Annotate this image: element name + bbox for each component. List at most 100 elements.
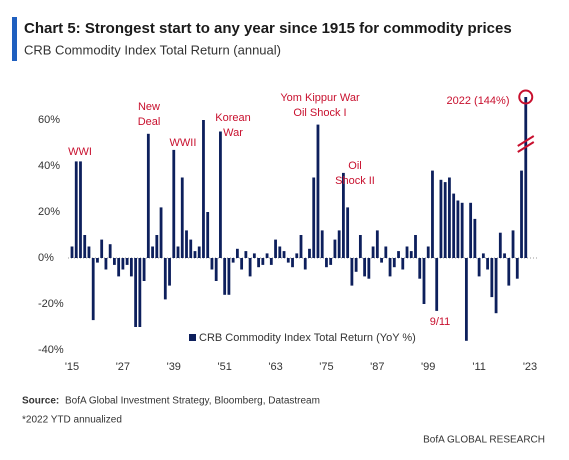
bar (375, 230, 379, 258)
bar (520, 170, 523, 258)
annotation: Deal (138, 116, 161, 128)
legend-swatch (189, 334, 196, 341)
note: *2022 YTD annualized (22, 415, 122, 426)
bar (214, 258, 218, 281)
bar (524, 97, 528, 258)
bar (431, 170, 434, 258)
footer: BofA GLOBAL RESEARCH (423, 435, 545, 446)
bar (405, 246, 409, 258)
bar (91, 258, 95, 321)
annotation: 2022 (144%) (447, 95, 510, 107)
bar (388, 258, 392, 277)
annotation: Oil (348, 160, 361, 172)
bar (138, 258, 142, 327)
bar (503, 253, 506, 258)
y-tick-label: 20% (38, 206, 60, 218)
bar (223, 258, 227, 295)
bar (231, 258, 235, 263)
source-label: Source: (22, 396, 59, 407)
bar (333, 239, 337, 258)
bar (180, 177, 184, 258)
bar (329, 258, 333, 265)
bar (448, 177, 451, 258)
bar (197, 246, 201, 258)
bar (371, 246, 375, 258)
bar (74, 161, 78, 258)
x-tick-label: '87 (370, 361, 384, 373)
bar (308, 248, 311, 258)
annotation: War (223, 127, 243, 139)
bar (210, 258, 214, 270)
bar (168, 258, 171, 286)
bar (96, 258, 99, 263)
source: BofA Global Investment Strategy, Bloombe… (65, 396, 320, 407)
bar (70, 246, 74, 258)
bar (346, 207, 350, 258)
bar (363, 258, 367, 277)
bar (452, 193, 456, 258)
axis-break (517, 135, 535, 147)
annotation: Oil Shock I (293, 107, 346, 119)
bar (252, 253, 256, 258)
bar (439, 179, 443, 258)
bar (121, 258, 125, 270)
bar (87, 246, 91, 258)
bar (185, 230, 188, 258)
bar (481, 253, 485, 258)
bar (325, 258, 328, 268)
bar (498, 232, 502, 258)
annotation: Shock II (335, 175, 375, 187)
x-tick-label: '11 (472, 361, 486, 373)
bar (337, 230, 341, 258)
bar (113, 258, 116, 265)
bar (494, 258, 498, 314)
bar (189, 239, 193, 258)
bar (464, 258, 468, 341)
bar (151, 246, 154, 258)
bar (511, 230, 515, 258)
annotation: New (138, 101, 160, 113)
y-tick-label: -40% (38, 344, 64, 356)
bar (240, 258, 244, 270)
y-tick-label: 60% (38, 114, 60, 126)
bar (206, 212, 210, 258)
bar (159, 207, 163, 258)
bar (303, 258, 307, 270)
x-tick-label: '39 (167, 361, 181, 373)
bar (295, 253, 299, 258)
bar (155, 235, 159, 258)
x-tick-label: '27 (116, 361, 130, 373)
annotation: WWII (170, 137, 197, 149)
axis-break (517, 141, 535, 153)
x-tick-label: '23 (523, 361, 537, 373)
title-accent (12, 17, 17, 61)
bar (291, 258, 294, 268)
bar (248, 258, 252, 277)
bar (269, 258, 273, 265)
bar (176, 246, 180, 258)
bar (392, 258, 396, 268)
bar (274, 239, 277, 258)
bar (227, 258, 231, 295)
bar (342, 172, 345, 258)
bar (202, 120, 205, 258)
bar (100, 239, 104, 258)
bar (490, 258, 494, 298)
bar (380, 258, 383, 263)
bar (401, 258, 405, 270)
bar (104, 258, 108, 270)
bar (486, 258, 489, 270)
bar (129, 258, 133, 277)
bar (354, 258, 358, 272)
bar (117, 258, 121, 277)
bar (477, 258, 481, 277)
y-tick-label: 0% (38, 252, 54, 264)
bar (142, 258, 146, 281)
bar (134, 258, 138, 327)
x-tick-label: '51 (217, 361, 231, 373)
bar (219, 131, 222, 258)
bar (443, 182, 447, 258)
bar (507, 258, 511, 286)
annotation: Korean (215, 112, 250, 124)
bar (435, 258, 439, 311)
